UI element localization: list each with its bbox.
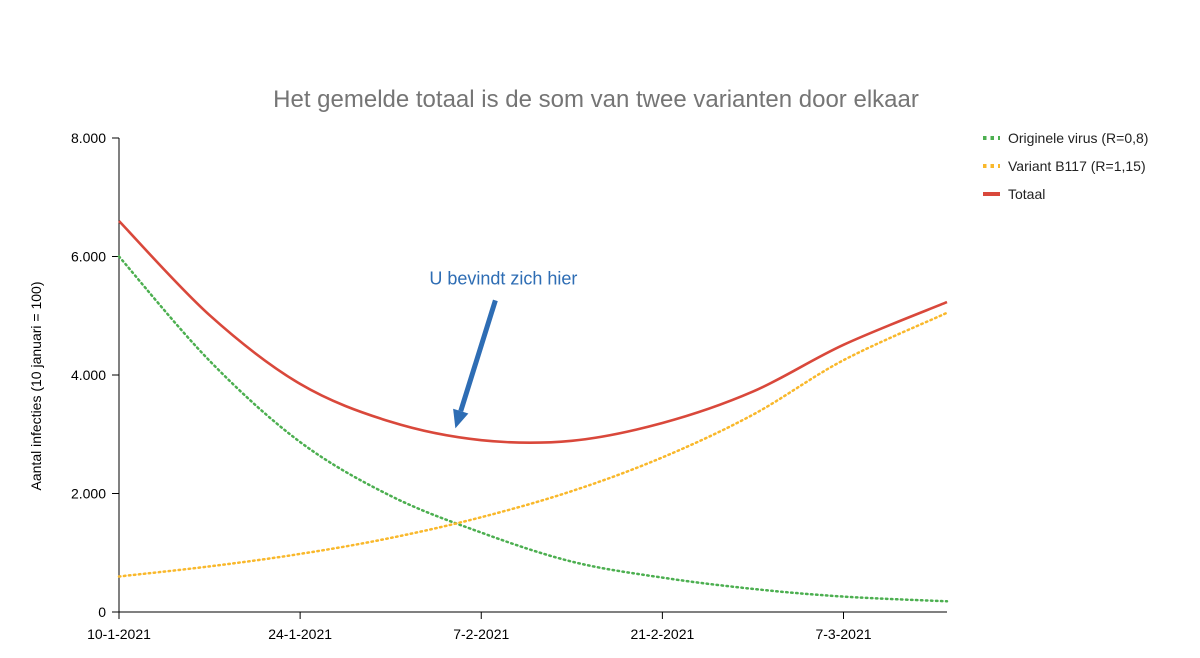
- legend-item-3: Totaal: [983, 186, 1045, 202]
- y-tick-label: 8.000: [71, 130, 106, 146]
- legend-label: Totaal: [1008, 186, 1045, 202]
- chart-title: Het gemelde totaal is de som van twee va…: [273, 86, 919, 113]
- y-tick-label: 2.000: [71, 486, 106, 502]
- annotation-arrow-shaft: [458, 299, 498, 412]
- x-tick-label: 7-3-2021: [815, 626, 871, 642]
- legend: Originele virus (R=0,8) Variant B117 (R=1…: [983, 130, 1148, 202]
- axes: 0 2.000 4.000 6.000 8.000 10-1-2021 24-1-2021 7…: [71, 130, 947, 642]
- annotation: U bevindt zich hier: [429, 268, 577, 429]
- series-line-1: [117, 255, 949, 603]
- legend-item-2: Variant B117 (R=1,15): [983, 158, 1146, 174]
- legend-item-1: Originele virus (R=0,8): [983, 130, 1148, 146]
- series-line-3: [118, 220, 948, 445]
- x-tick-label: 7-2-2021: [453, 626, 509, 642]
- legend-label: Originele virus (R=0,8): [1008, 130, 1148, 146]
- y-axis-title: Aantal infecties (10 januari = 100): [28, 282, 44, 491]
- annotation-label: U bevindt zich hier: [429, 268, 577, 288]
- annotation-arrow-head: [453, 408, 469, 429]
- y-tick-label: 0: [98, 604, 106, 620]
- legend-label: Variant B117 (R=1,15): [1008, 158, 1146, 174]
- y-tick-label: 4.000: [71, 367, 106, 383]
- x-tick-label: 24-1-2021: [268, 626, 332, 642]
- series-layer: [117, 220, 949, 603]
- series-line-2: [117, 311, 949, 578]
- x-tick-label: 10-1-2021: [87, 626, 151, 642]
- x-tick-label: 21-2-2021: [630, 626, 694, 642]
- y-tick-label: 6.000: [71, 249, 106, 265]
